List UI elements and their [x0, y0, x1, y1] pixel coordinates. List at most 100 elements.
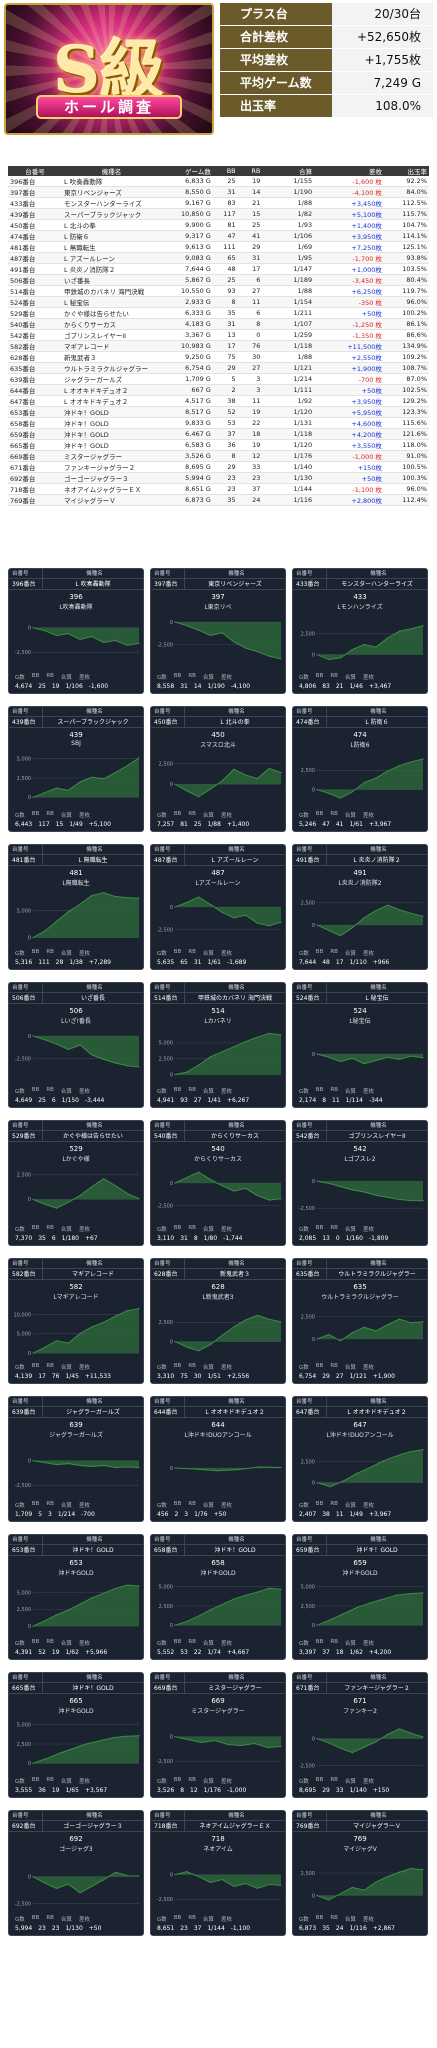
- chart-card: 台番号 機種名 658番台 沖ドキ！GOLD 658 沖ドキGOLD 5,000 2,500 0…: [150, 1534, 286, 1660]
- data-point: [79, 903, 81, 905]
- card-header: 台番号 機種名: [151, 569, 285, 579]
- y-tick-label: 0: [170, 782, 173, 788]
- data-point: [174, 1874, 176, 1876]
- chart-title-num: 669: [211, 1697, 225, 1705]
- footer-value: 1/88: [207, 821, 221, 828]
- area-fill: [317, 1868, 423, 1900]
- footer-value: 1/190: [207, 683, 225, 690]
- summary-row: 合計差枚 +52,650枚: [220, 26, 433, 48]
- data-point: [114, 772, 117, 774]
- data-point: [126, 1584, 128, 1586]
- y-tick-label: -2,500: [299, 1763, 315, 1769]
- footer-label: 差枚: [78, 1779, 90, 1785]
- data-point: [316, 1338, 318, 1340]
- card-header-num-label: 台番号: [293, 1259, 327, 1268]
- card-machine-name: 新鬼武者３: [219, 1271, 250, 1278]
- card-header-values: 665番台 沖ドキ！GOLD: [9, 1683, 143, 1694]
- y-tick-label: 0: [170, 905, 173, 911]
- footer-value: 15: [55, 821, 64, 828]
- table-cell: 103.5%: [383, 263, 429, 275]
- data-point: [79, 1044, 81, 1046]
- table-cell: 6,833 G: [161, 176, 213, 187]
- table-cell: 10,983 G: [161, 340, 213, 352]
- line-chart: 0 -2,500: [15, 1034, 140, 1068]
- data-point: [186, 901, 188, 904]
- data-point: [256, 1314, 259, 1316]
- table-cell: L 秘宝伝: [62, 296, 162, 308]
- card-header-name-label: 機種名: [370, 1123, 387, 1129]
- data-point: [174, 621, 176, 623]
- y-tick-label: 0: [312, 652, 315, 658]
- series-line: [174, 621, 282, 660]
- data-point: [103, 1879, 105, 1881]
- footer-value: 1/49: [349, 1511, 363, 1518]
- data-point: [55, 1340, 58, 1342]
- footer-label: 差枚: [78, 813, 90, 819]
- card-machine-num: 491番台: [293, 855, 327, 865]
- table-cell: 80.4%: [383, 274, 429, 286]
- table-cell: 1/214: [262, 373, 315, 385]
- y-tick-label: 5,000: [159, 1585, 173, 1591]
- table-cell: 3,367 G: [161, 329, 213, 341]
- footer-label: BB: [31, 949, 40, 955]
- data-point: [245, 1041, 247, 1043]
- table-cell: 甲鉄城のカバネリ 海門決戦: [62, 285, 162, 297]
- data-point: [32, 1460, 34, 1462]
- chart-title-num: 639: [69, 1421, 83, 1429]
- area-fill: [317, 1728, 423, 1753]
- column-header: 台番号: [8, 166, 63, 176]
- card-footer-labels: G数 BB RB 合算 差枚: [299, 673, 374, 681]
- table-cell: 0: [237, 329, 263, 341]
- line-chart: 0 -2,500: [15, 1458, 140, 1489]
- card-header: 台番号 機種名: [9, 845, 143, 855]
- footer-value: +4,667: [226, 1649, 250, 1656]
- footer-label: 合算: [344, 813, 356, 819]
- chart-title-num: 524: [353, 1007, 367, 1015]
- table-cell: 3: [237, 384, 263, 396]
- data-point: [186, 625, 188, 627]
- card-machine-num: 647番台: [293, 1407, 327, 1417]
- card-machine-num: 450番台: [151, 717, 185, 727]
- footer-value: 11: [335, 1511, 344, 1518]
- data-point: [67, 1201, 69, 1203]
- data-point: [209, 1609, 211, 1611]
- table-cell: 1/121: [262, 362, 315, 374]
- data-point: [280, 1321, 282, 1323]
- footer-label: 合算: [202, 1503, 214, 1509]
- data-point: [245, 914, 247, 916]
- footer-label: G数: [157, 1917, 167, 1923]
- chart-title-num: 487: [211, 869, 225, 877]
- footer-value: 7,644: [299, 959, 317, 966]
- footer-label: 差枚: [78, 1917, 90, 1923]
- data-point: [382, 1598, 384, 1600]
- card-machine-name: マイジャグラーＶ: [353, 1823, 401, 1830]
- summary-value: 108.0%: [332, 95, 433, 117]
- area-fill: [317, 625, 423, 660]
- table-cell: 93: [212, 285, 238, 297]
- footer-value: 1/61: [207, 959, 221, 966]
- chart-title-name: L東京リベ: [204, 604, 232, 611]
- footer-label: G数: [157, 1227, 167, 1233]
- data-point: [197, 1171, 200, 1173]
- table-cell: 25: [237, 219, 263, 231]
- card-header-values: 769番台 マイジャグラーＶ: [293, 1821, 427, 1832]
- line-chart: 0 -2,500: [157, 1171, 282, 1209]
- card-machine-num: 665番台: [9, 1683, 43, 1693]
- data-point: [197, 1876, 200, 1878]
- line-chart: 2,500 0: [301, 1314, 424, 1343]
- card-footer-labels: G数 BB RB 合算 差枚: [299, 1501, 374, 1509]
- footer-value: 8: [193, 1235, 198, 1242]
- chart-title-name: 沖ドキGOLD: [58, 1708, 94, 1715]
- chart-plot-area: 0 -2,500: [297, 1715, 425, 1773]
- table-cell: 6,754 G: [161, 362, 213, 374]
- card-header-values: 635番台 ウルトラミラクルジャグラー: [293, 1269, 427, 1280]
- chart-card: 台番号 機種名 433番台 モンスターハンターライズ 433 Lモンハンライズ 2,500 0…: [292, 568, 428, 694]
- table-cell: +3,550枚: [314, 439, 384, 451]
- column-header: 合算: [262, 166, 315, 176]
- table-cell: 102.5%: [383, 384, 429, 396]
- summary-row: 出玉率 108.0%: [220, 95, 433, 117]
- table-cell: 8: [237, 318, 263, 330]
- footer-label: RB: [188, 1363, 196, 1369]
- data-point: [351, 648, 353, 651]
